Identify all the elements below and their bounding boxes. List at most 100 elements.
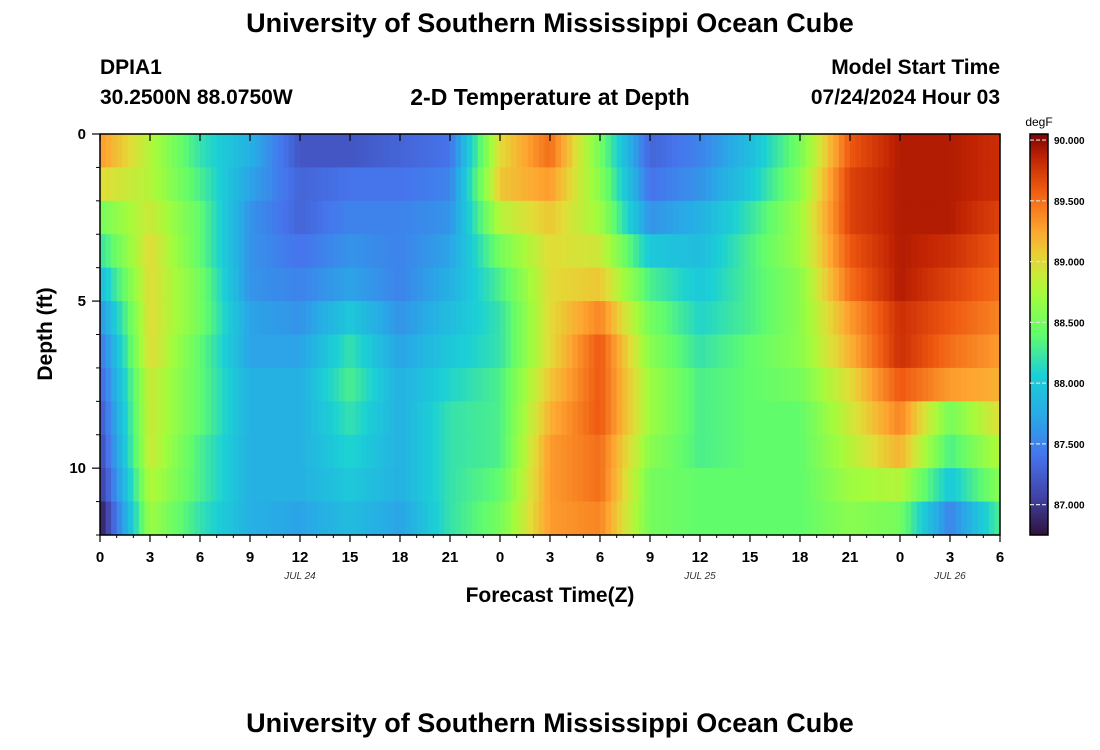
heat-cell — [161, 434, 168, 469]
heat-cell — [922, 167, 929, 202]
heat-cell — [177, 134, 184, 169]
heat-cell — [683, 367, 690, 402]
heat-cell — [622, 468, 629, 503]
heat-cell — [594, 501, 601, 535]
heat-cell — [127, 401, 134, 436]
heat-cell — [861, 301, 868, 336]
heat-cell — [850, 134, 857, 169]
heat-cell — [827, 401, 834, 436]
heat-cell — [994, 234, 1000, 269]
heat-cell — [566, 501, 573, 535]
heat-cell — [588, 301, 596, 336]
heat-cell — [161, 167, 168, 202]
heat-cell — [905, 301, 912, 336]
heat-cell — [683, 200, 690, 235]
heat-cell — [883, 468, 890, 503]
heat-cell — [883, 334, 890, 369]
heat-cell — [238, 134, 246, 169]
heat-cell — [705, 200, 712, 235]
heat-cell — [400, 167, 407, 202]
heat-cell — [533, 434, 540, 469]
heat-cell — [672, 334, 679, 369]
heat-cell — [344, 234, 351, 269]
heat-cell — [794, 334, 801, 369]
heat-cell — [161, 134, 168, 169]
y-tick-label: 10 — [69, 460, 86, 477]
heat-cell — [883, 134, 890, 169]
heat-cell — [133, 301, 140, 336]
heat-cell — [277, 401, 284, 436]
heat-cell — [850, 200, 857, 235]
heat-cell — [683, 501, 690, 535]
heat-cell — [972, 234, 979, 269]
heat-cell — [961, 334, 968, 369]
heat-cell — [116, 267, 123, 302]
heat-cell — [800, 134, 807, 169]
heat-cell — [877, 501, 884, 535]
heat-cell — [338, 434, 346, 469]
heat-cell — [955, 401, 962, 436]
heat-cell — [305, 301, 312, 336]
heat-cell — [200, 200, 207, 235]
heat-cell — [922, 434, 929, 469]
heat-cell — [672, 501, 679, 535]
heat-cell — [394, 501, 401, 535]
heat-cell — [872, 434, 879, 469]
heat-cell — [227, 301, 234, 336]
heat-cell — [216, 434, 223, 469]
heat-cell — [583, 367, 590, 402]
heat-cell — [183, 501, 190, 535]
heat-cell — [883, 234, 890, 269]
heat-cell — [794, 501, 801, 535]
heat-cell — [216, 401, 223, 436]
heat-cell — [672, 267, 679, 302]
heat-cell — [377, 167, 384, 202]
heat-cell — [561, 367, 568, 402]
heat-cell — [438, 234, 446, 269]
heat-cell — [422, 367, 429, 402]
heat-cell — [505, 200, 512, 235]
heat-cell — [227, 234, 234, 269]
heat-cell — [711, 501, 718, 535]
heat-cell — [650, 234, 657, 269]
heat-cell — [350, 167, 357, 202]
heat-cell — [194, 367, 201, 402]
heat-cell — [344, 134, 351, 169]
heat-cell — [272, 267, 279, 302]
heat-cell — [922, 134, 929, 169]
heat-cell — [100, 234, 107, 269]
heat-cell — [394, 234, 401, 269]
heat-cell — [666, 434, 673, 469]
heat-cell — [611, 167, 618, 202]
heat-cell — [344, 367, 351, 402]
heat-cell — [450, 334, 457, 369]
heat-cell — [688, 267, 696, 302]
heat-cell — [561, 401, 568, 436]
heat-cell — [322, 367, 329, 402]
heat-cell — [733, 167, 740, 202]
heat-cell — [322, 401, 329, 436]
heat-cell — [694, 200, 701, 235]
heat-cell — [411, 434, 418, 469]
heat-cell — [738, 434, 746, 469]
heat-cell — [233, 501, 240, 535]
heat-cell — [966, 301, 973, 336]
heat-cell — [638, 167, 646, 202]
heat-cell — [122, 134, 129, 169]
heat-cell — [594, 267, 601, 302]
heat-cell — [983, 200, 990, 235]
heat-cell — [400, 367, 407, 402]
heat-cell — [944, 200, 951, 235]
heat-cell — [977, 501, 984, 535]
heat-cell — [488, 167, 496, 202]
heat-cell — [838, 334, 846, 369]
heat-cell — [394, 267, 401, 302]
heat-cell — [838, 434, 846, 469]
heat-cell — [950, 434, 957, 469]
heat-cell — [211, 301, 218, 336]
heat-cell — [116, 468, 123, 503]
heat-cell — [211, 200, 218, 235]
heat-cell — [433, 200, 440, 235]
heat-cell — [494, 434, 501, 469]
heat-cell — [472, 167, 479, 202]
